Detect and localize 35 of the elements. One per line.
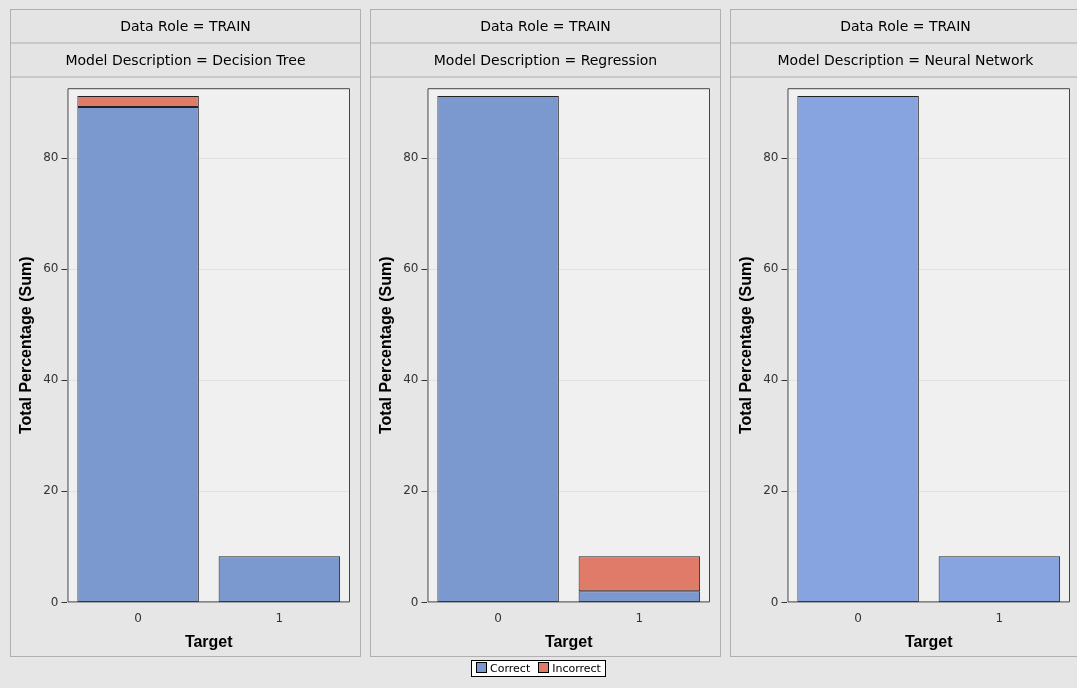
legend-label: Incorrect <box>551 662 601 675</box>
x-axis-title: Target <box>544 632 594 650</box>
y-tick-label: 80 <box>403 150 419 165</box>
y-tick-label: 20 <box>763 483 779 498</box>
x-axis-title: Target <box>904 632 954 650</box>
x-tick-label: 1 <box>635 610 644 625</box>
legend-label: Correct <box>489 662 531 675</box>
y-tick-label: 80 <box>763 150 779 165</box>
y-tick-label: 0 <box>770 594 779 609</box>
x-tick-label: 0 <box>494 610 502 625</box>
x-tick-label: 0 <box>854 610 862 625</box>
x-tick-label: 1 <box>275 610 284 625</box>
chart-title: Data Role = TRAIN <box>731 10 1077 44</box>
chart-subtitle: Model Description = Regression <box>371 44 720 78</box>
y-axis-title: Total Percentage (Sum) <box>377 256 395 435</box>
chart-title: Data Role = TRAIN <box>371 10 720 44</box>
chart-title: Data Role = TRAIN <box>11 10 360 44</box>
x-tick-label: 0 <box>134 610 142 625</box>
chart-subtitle: Model Description = Neural Network <box>731 44 1077 78</box>
y-tick-label: 60 <box>43 261 59 276</box>
chart-subtitle: Model Description = Decision Tree <box>11 44 360 78</box>
y-tick-label: 60 <box>403 261 419 276</box>
y-tick-label: 80 <box>43 150 59 165</box>
x-tick-label: 1 <box>995 610 1004 625</box>
y-tick-label: 40 <box>403 372 419 387</box>
x-axis-title: Target <box>184 632 234 650</box>
y-tick-label: 0 <box>50 594 59 609</box>
y-tick-label: 20 <box>403 483 419 498</box>
y-axis-title: Total Percentage (Sum) <box>17 256 35 435</box>
y-tick-label: 60 <box>763 261 779 276</box>
y-tick-label: 40 <box>43 372 59 387</box>
y-tick-label: 40 <box>763 372 779 387</box>
y-axis-title: Total Percentage (Sum) <box>737 256 755 435</box>
y-tick-label: 20 <box>43 483 59 498</box>
y-tick-label: 0 <box>410 594 419 609</box>
